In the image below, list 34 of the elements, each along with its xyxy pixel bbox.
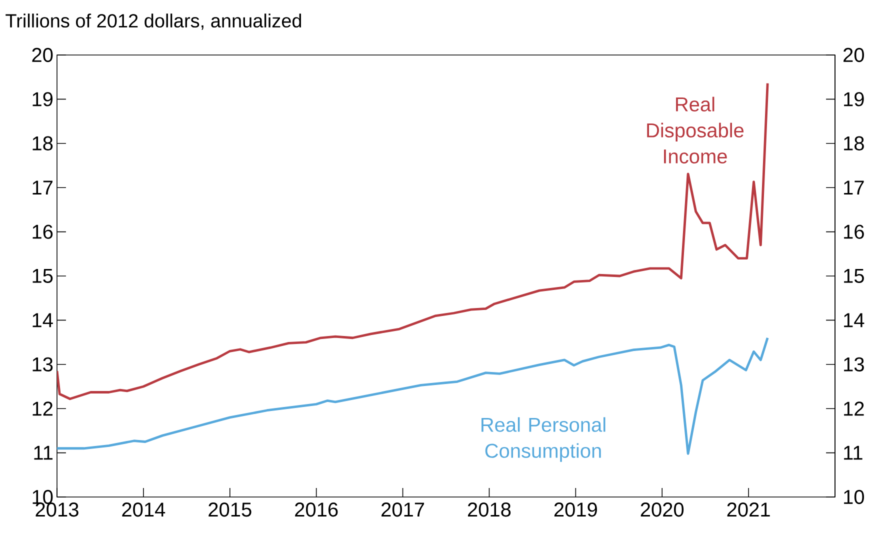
x-tick-label: 2018 bbox=[468, 502, 511, 517]
y-tick-label: 10 bbox=[844, 490, 864, 504]
y2-tick-label: 12 bbox=[32, 402, 52, 416]
text: Real Personal Consumption bbox=[482, 417, 606, 462]
y-tick-label: 17 bbox=[844, 180, 864, 194]
y2-tick-label: 15 bbox=[32, 269, 53, 283]
y2-tick-label: 17 bbox=[32, 180, 52, 194]
x-tick-label: 2020 bbox=[640, 502, 684, 517]
x-tick-label: 2016 bbox=[295, 502, 338, 517]
y2-tick-label: 19 bbox=[32, 92, 53, 106]
y-tick-label: 12 bbox=[844, 402, 864, 416]
y2-tick-label: 18 bbox=[32, 136, 53, 150]
y2-tick-label: 20 bbox=[32, 48, 53, 62]
y2-tick-label: 11 bbox=[34, 446, 52, 460]
y-tick-label: 20 bbox=[844, 48, 864, 62]
x-tick-label: 2017 bbox=[382, 502, 424, 517]
y-tick-label: 19 bbox=[844, 92, 864, 106]
x-tick-label: 2014 bbox=[122, 502, 166, 517]
series-label: Real Disposable Income bbox=[647, 96, 744, 164]
y2-tick-label: 14 bbox=[32, 313, 53, 328]
x-tick-label: 2013 bbox=[36, 502, 78, 517]
y2-tick-label: 16 bbox=[32, 224, 53, 239]
y-tick-label: 11 bbox=[844, 446, 862, 460]
y-tick-label: 16 bbox=[844, 224, 864, 239]
x-tick-label: 2019 bbox=[554, 502, 597, 517]
x-tick-label: 2015 bbox=[208, 502, 252, 517]
y-tick-label: 13 bbox=[844, 357, 864, 372]
chart-title: Trillions of 2012 dollars, annualized bbox=[6, 14, 302, 30]
y-tick-label: 14 bbox=[844, 313, 864, 328]
y-tick-label: 15 bbox=[844, 269, 864, 283]
line-series bbox=[57, 82, 769, 400]
y2-tick-label: 13 bbox=[32, 357, 53, 372]
y-tick-label: 18 bbox=[844, 136, 864, 150]
x-tick-label: 2021 bbox=[727, 502, 770, 517]
